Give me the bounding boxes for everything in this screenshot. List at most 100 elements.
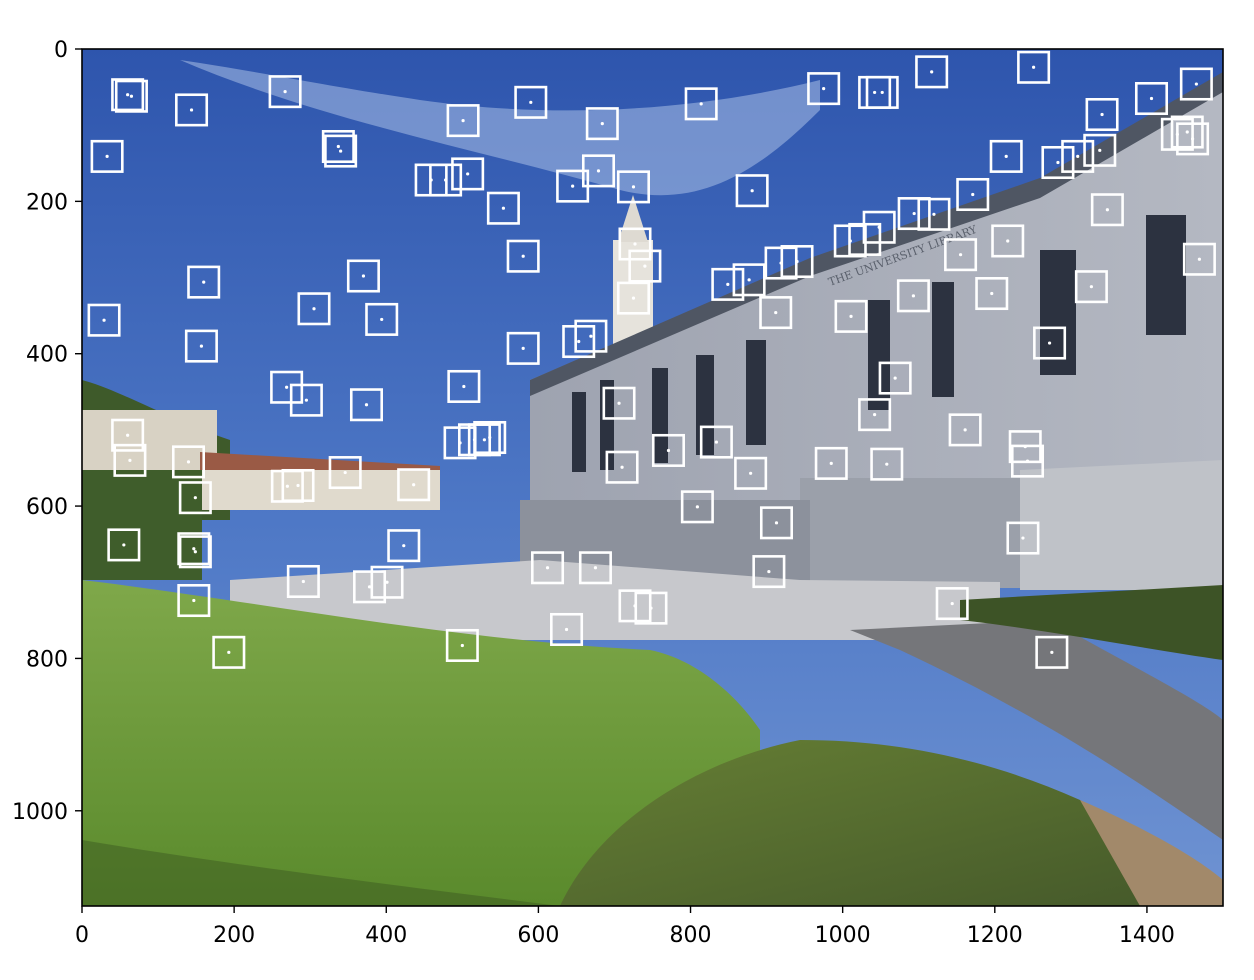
keypoint-dot bbox=[545, 566, 550, 570]
keypoint-dot bbox=[304, 398, 308, 402]
keypoint-dot bbox=[460, 643, 464, 648]
library-windows bbox=[572, 215, 1186, 472]
keypoint-dot bbox=[1076, 154, 1080, 159]
keypoint-box bbox=[858, 398, 892, 432]
keypoint-box bbox=[848, 222, 882, 256]
keypoint-box bbox=[1179, 67, 1213, 101]
keypoint-dot bbox=[361, 274, 366, 278]
keypoint-box bbox=[1176, 122, 1210, 156]
keypoint-dot bbox=[863, 237, 867, 242]
keypoint-box bbox=[1083, 133, 1117, 167]
keypoint-dot bbox=[714, 440, 718, 444]
keypoint-box bbox=[1090, 193, 1124, 227]
mulch bbox=[1080, 800, 1223, 906]
keypoint-box bbox=[429, 163, 463, 197]
keypoint-dot bbox=[1031, 65, 1036, 69]
keypoint-box bbox=[281, 468, 315, 503]
keypoint-dot bbox=[193, 550, 197, 554]
keypoint-dot bbox=[643, 264, 647, 268]
keypoint-dot bbox=[695, 505, 699, 509]
keypoint-dot bbox=[749, 471, 753, 475]
keypoint-dot bbox=[192, 547, 196, 551]
keypoint-box bbox=[917, 197, 951, 231]
y-tick-label: 400 bbox=[26, 343, 68, 368]
keypoint-box bbox=[1017, 50, 1051, 84]
keypoint-dot bbox=[364, 403, 369, 407]
keypoint-dot bbox=[893, 376, 897, 380]
keypoint-box bbox=[111, 418, 145, 452]
y-axis: 0 200 400 600 800 1000 bbox=[12, 38, 82, 825]
keypoint-box bbox=[473, 420, 507, 455]
keypoint-dot bbox=[202, 280, 206, 284]
keypoint-dot bbox=[402, 544, 406, 548]
keypoint-dot bbox=[102, 318, 106, 322]
x-tick-label: 1400 bbox=[1119, 923, 1175, 948]
keypoint-box bbox=[1170, 115, 1204, 149]
keypoint-dot bbox=[296, 483, 300, 488]
keypoint-box bbox=[1035, 635, 1069, 669]
keypoint-box bbox=[1061, 139, 1095, 173]
keypoint-dot bbox=[105, 154, 109, 159]
keypoint-dot bbox=[631, 185, 636, 189]
keypoint-box bbox=[1010, 444, 1045, 478]
keypoint-dot bbox=[501, 206, 506, 210]
keypoint-dot bbox=[1089, 285, 1094, 289]
keypoint-box bbox=[467, 423, 501, 457]
keypoint-box bbox=[346, 259, 380, 293]
x-tick-label: 600 bbox=[517, 923, 559, 948]
keypoint-dot bbox=[1025, 459, 1030, 463]
keypoint-dot bbox=[593, 566, 598, 570]
x-tick-label: 1200 bbox=[967, 923, 1023, 948]
shrubs bbox=[560, 740, 1223, 906]
keypoint-box bbox=[585, 107, 619, 141]
keypoint-box bbox=[175, 93, 209, 127]
keypoint-dot bbox=[633, 242, 637, 246]
keypoint-dot bbox=[189, 108, 194, 112]
keypoint-box bbox=[814, 446, 848, 480]
keypoint-dot bbox=[577, 339, 581, 344]
keypoint-dot bbox=[521, 346, 525, 350]
keypoint-box bbox=[171, 445, 206, 479]
keypoint-box bbox=[807, 72, 841, 106]
keypoint-box bbox=[514, 85, 548, 119]
lawn bbox=[82, 580, 760, 906]
keypoint-box bbox=[948, 413, 982, 447]
keypoint-box bbox=[944, 238, 978, 272]
keypoint-box bbox=[114, 79, 148, 113]
keypoint-box bbox=[759, 506, 794, 540]
keypoint-box bbox=[349, 388, 384, 422]
keypoint-dot bbox=[1050, 650, 1054, 654]
keypoint-box bbox=[602, 386, 636, 420]
library-roof bbox=[530, 72, 1223, 396]
keypoint-box bbox=[581, 154, 616, 188]
keypoint-dot bbox=[186, 460, 191, 464]
left-buildings bbox=[82, 410, 217, 475]
keypoint-box bbox=[759, 296, 793, 330]
keypoint-box bbox=[1134, 82, 1169, 116]
keypoint-dot bbox=[750, 189, 754, 193]
keypoint-dot bbox=[990, 291, 994, 296]
keypoint-box bbox=[1033, 326, 1067, 360]
keypoint-box bbox=[618, 227, 652, 261]
keypoint-dot bbox=[649, 606, 653, 610]
keypoint-dot bbox=[343, 470, 347, 475]
keypoint-dot bbox=[412, 483, 416, 487]
keypoint-box bbox=[915, 55, 949, 89]
keypoint-dot bbox=[1006, 239, 1010, 243]
keypoint-box bbox=[297, 292, 331, 326]
keypoint-box bbox=[550, 612, 584, 646]
keypoint-dot bbox=[126, 433, 130, 437]
keypoint-dot bbox=[285, 484, 289, 488]
keypoint-box bbox=[699, 425, 733, 459]
keypoint-box bbox=[370, 565, 404, 599]
keypoint-box bbox=[107, 528, 141, 562]
keypoint-dot bbox=[122, 543, 126, 547]
keypoint-dot bbox=[699, 102, 703, 106]
keypoint-dot bbox=[779, 261, 783, 265]
x-tick-label: 1000 bbox=[815, 923, 871, 948]
keypoint-dot bbox=[958, 253, 963, 257]
keypoint-dot bbox=[192, 598, 196, 603]
keypoint-box bbox=[387, 529, 421, 563]
keypoint-box bbox=[870, 447, 904, 481]
keypoint-dot bbox=[571, 184, 575, 188]
